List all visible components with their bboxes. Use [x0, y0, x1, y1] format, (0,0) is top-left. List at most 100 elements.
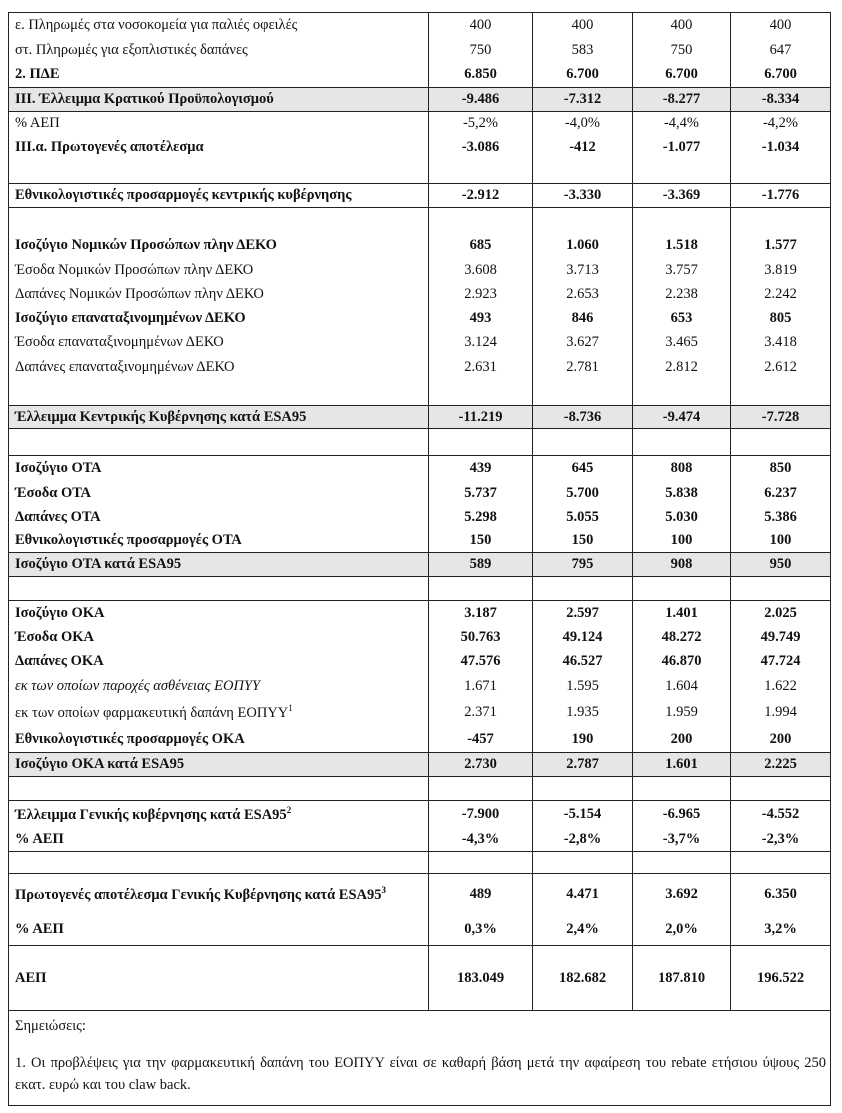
value-cell: 0,3%	[428, 914, 533, 946]
value-cell: 2.781	[532, 354, 633, 381]
table-row: Ισοζύγιο ΟΤΑ 439 645 808 850	[8, 455, 831, 481]
value-cell: 653	[632, 306, 731, 331]
value-cell: -8.334	[730, 87, 831, 112]
row-label: Ισοζύγιο ΟΚΑ	[8, 600, 429, 626]
value-cell: 583	[532, 37, 633, 63]
label-text: Εθνικολογιστικές προσαρμογές ΟΤΑ	[15, 531, 242, 548]
value-cell: 3.608	[428, 257, 533, 283]
value-cell: 589	[428, 552, 533, 577]
value-cell: 3.465	[632, 330, 731, 355]
row-label: % ΑΕΠ	[8, 827, 429, 852]
row-label: Ισοζύγιο ΟΤΑ κατά ESA95	[8, 552, 429, 577]
table-row: Δαπάνες ΟΤΑ 5.298 5.055 5.030 5.386	[8, 505, 831, 529]
value-cell: 6.700	[532, 62, 633, 88]
value-cell: -457	[428, 726, 533, 753]
label-text: εκ των οποίων φαρμακευτική δαπάνη ΕΟΠΥΥ	[15, 704, 289, 721]
label-text: ε. Πληρωμές στα νοσοκομεία για παλιές οφ…	[15, 16, 298, 33]
value-cell: 3.713	[532, 257, 633, 283]
blank-cell	[632, 776, 731, 801]
table-row: % ΑΕΠ -4,3% -2,8% -3,7% -2,3%	[8, 827, 831, 852]
value-cell: -5,2%	[428, 111, 533, 136]
value-cell: -1.776	[730, 183, 831, 208]
value-cell: 6.700	[632, 62, 731, 88]
label-text: % ΑΕΠ	[15, 115, 60, 132]
value-cell: 750	[428, 37, 533, 63]
value-cell: 2.225	[730, 752, 831, 777]
blank-cell	[8, 851, 429, 874]
value-cell: 150	[428, 528, 533, 553]
blank-cell	[730, 576, 831, 601]
row-label: III.α. Πρωτογενές αποτέλεσμα	[8, 135, 429, 160]
value-cell: -2,8%	[532, 827, 633, 852]
row-label: εκ των οποίων φαρμακευτική δαπάνη ΕΟΠΥΥ1	[8, 698, 429, 727]
value-cell: 4.471	[532, 873, 633, 915]
value-cell: 493	[428, 306, 533, 331]
value-cell: 2,0%	[632, 914, 731, 946]
value-cell: 200	[632, 726, 731, 753]
table-row: εκ των οποίων παροχές ασθένειας ΕΟΠΥΥ 1.6…	[8, 673, 831, 699]
row-label: Ισοζύγιο ΟΤΑ	[8, 455, 429, 481]
value-cell: -9.474	[632, 405, 731, 429]
label-text: Εθνικολογιστικές προσαρμογές κεντρικής κ…	[15, 187, 352, 203]
value-cell: 1.935	[532, 698, 633, 727]
value-cell: 1.060	[532, 232, 633, 258]
value-cell: 808	[632, 455, 731, 481]
value-cell: 850	[730, 455, 831, 481]
notes-heading-row: Σημειώσεις:	[8, 1010, 831, 1043]
blank-cell	[632, 159, 731, 184]
value-cell: 1.959	[632, 698, 731, 727]
table-row: στ. Πληρωμές για εξοπλιστικές δαπάνες 750…	[8, 37, 831, 63]
label-text: Δαπάνες ΟΤΑ	[15, 508, 101, 525]
row-label: ε. Πληρωμές στα νοσοκομεία για παλιές οφ…	[8, 12, 429, 38]
value-cell: 2.631	[428, 354, 533, 381]
value-cell: 2,4%	[532, 914, 633, 946]
table-row: Έσοδα ΟΚΑ 50.763 49.124 48.272 49.749	[8, 625, 831, 650]
label-text: Έλλειμμα Κεντρικής Κυβέρνησης κατά ESA95	[15, 408, 307, 425]
blank-cell	[730, 851, 831, 874]
value-cell: 200	[730, 726, 831, 753]
value-cell: 187.810	[632, 945, 731, 1011]
note-text: 1. Οι προβλέψεις για την φαρμακευτική δα…	[8, 1042, 831, 1106]
value-cell: -5.154	[532, 800, 633, 828]
table-row: Έλλειμμα Γενικής κυβέρνησης κατά ESA952-…	[8, 800, 831, 828]
blank-cell	[428, 159, 533, 184]
table-row: ε. Πληρωμές στα νοσοκομεία για παλιές οφ…	[8, 12, 831, 38]
blank-cell	[532, 428, 633, 456]
value-cell: 49.749	[730, 625, 831, 650]
row-label: Δαπάνες Νομικών Προσώπων πλην ΔΕΚΟ	[8, 282, 429, 307]
value-cell: 1.622	[730, 673, 831, 699]
value-cell: 439	[428, 455, 533, 481]
label-text: Έσοδα ΟΤΑ	[15, 484, 91, 501]
value-cell: 2.238	[632, 282, 731, 307]
table-row: Έσοδα Νομικών Προσώπων πλην ΔΕΚΟ 3.608 3.7…	[8, 257, 831, 283]
value-cell: -3,7%	[632, 827, 731, 852]
value-cell: -9.486	[428, 87, 533, 112]
value-cell: 5.700	[532, 480, 633, 506]
value-cell: -4,3%	[428, 827, 533, 852]
row-label: Έσοδα Νομικών Προσώπων πλην ΔΕΚΟ	[8, 257, 429, 283]
row-label: Εθνικολογιστικές προσαρμογές ΟΚΑ	[8, 726, 429, 753]
row-label: Έσοδα επαναταξινομημένων ΔΕΚΟ	[8, 330, 429, 355]
row-label: Εθνικολογιστικές προσαρμογές ΟΤΑ	[8, 528, 429, 553]
value-cell: 2.371	[428, 698, 533, 727]
label-text: εκ των οποίων παροχές ασθένειας ΕΟΠΥΥ	[15, 677, 261, 694]
value-cell: 5.838	[632, 480, 731, 506]
table-row: % ΑΕΠ 0,3% 2,4% 2,0% 3,2%	[8, 914, 831, 946]
value-cell: 150	[532, 528, 633, 553]
blank-cell	[632, 851, 731, 874]
value-cell: -7.900	[428, 800, 533, 828]
value-cell: 685	[428, 232, 533, 258]
blank-row	[8, 207, 831, 233]
value-cell: 647	[730, 37, 831, 63]
table-row: Δαπάνες ΟΚΑ 47.576 46.527 46.870 47.724	[8, 649, 831, 674]
table-row: Ισοζύγιο ΟΤΑ κατά ESA95 589 795 908 950	[8, 552, 831, 577]
value-cell: 2.025	[730, 600, 831, 626]
label-text: % ΑΕΠ	[15, 921, 64, 938]
label-text: Εθνικολογιστικές προσαρμογές ΟΚΑ	[15, 730, 245, 747]
value-cell: 2.787	[532, 752, 633, 777]
row-label: ΑΕΠ	[8, 945, 429, 1011]
value-cell: 6.350	[730, 873, 831, 915]
value-cell: 182.682	[532, 945, 633, 1011]
value-cell: 400	[632, 12, 731, 38]
blank-cell	[428, 576, 533, 601]
